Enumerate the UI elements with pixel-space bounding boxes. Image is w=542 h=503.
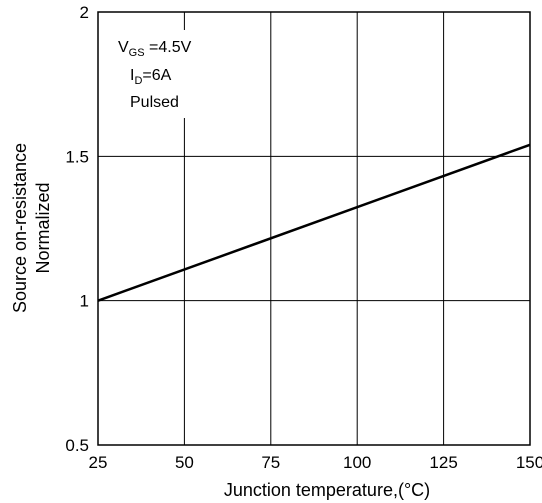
grid bbox=[98, 12, 530, 445]
y-axis-label-line1: Source on-resistance bbox=[10, 143, 30, 313]
x-axis-label: Junction temperature,(°C) bbox=[224, 480, 430, 500]
series-line-0 bbox=[97, 143, 531, 302]
x-tick-label: 25 bbox=[89, 453, 108, 472]
x-tick-labels: 25 50 75 100 125 150 bbox=[89, 453, 542, 472]
x-tick-label: 75 bbox=[261, 453, 280, 472]
annotation-vgs: VGS =4.5V bbox=[118, 39, 192, 59]
y-tick-label: 0.5 bbox=[65, 436, 89, 455]
annotation-pulsed: Pulsed bbox=[130, 94, 179, 111]
annotation-id: ID=6A bbox=[130, 67, 172, 87]
plot-frame bbox=[97, 11, 531, 446]
annotation-background bbox=[112, 30, 210, 118]
x-tick-label: 100 bbox=[343, 453, 371, 472]
y-tick-label: 1 bbox=[80, 292, 89, 311]
y-tick-label: 2 bbox=[80, 3, 89, 22]
y-axis-label-line2: Normalized bbox=[33, 182, 53, 273]
y-tick-labels: 0.5 1 1.5 2 bbox=[65, 3, 89, 455]
series-layer bbox=[97, 143, 531, 302]
y-tick-label: 1.5 bbox=[65, 147, 89, 166]
x-tick-label: 50 bbox=[175, 453, 194, 472]
x-tick-label: 150 bbox=[516, 453, 542, 472]
x-tick-label: 125 bbox=[429, 453, 457, 472]
